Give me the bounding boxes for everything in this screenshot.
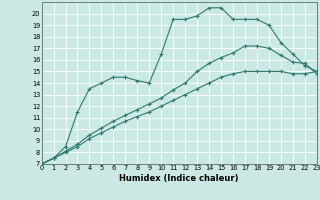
X-axis label: Humidex (Indice chaleur): Humidex (Indice chaleur) [119, 174, 239, 183]
